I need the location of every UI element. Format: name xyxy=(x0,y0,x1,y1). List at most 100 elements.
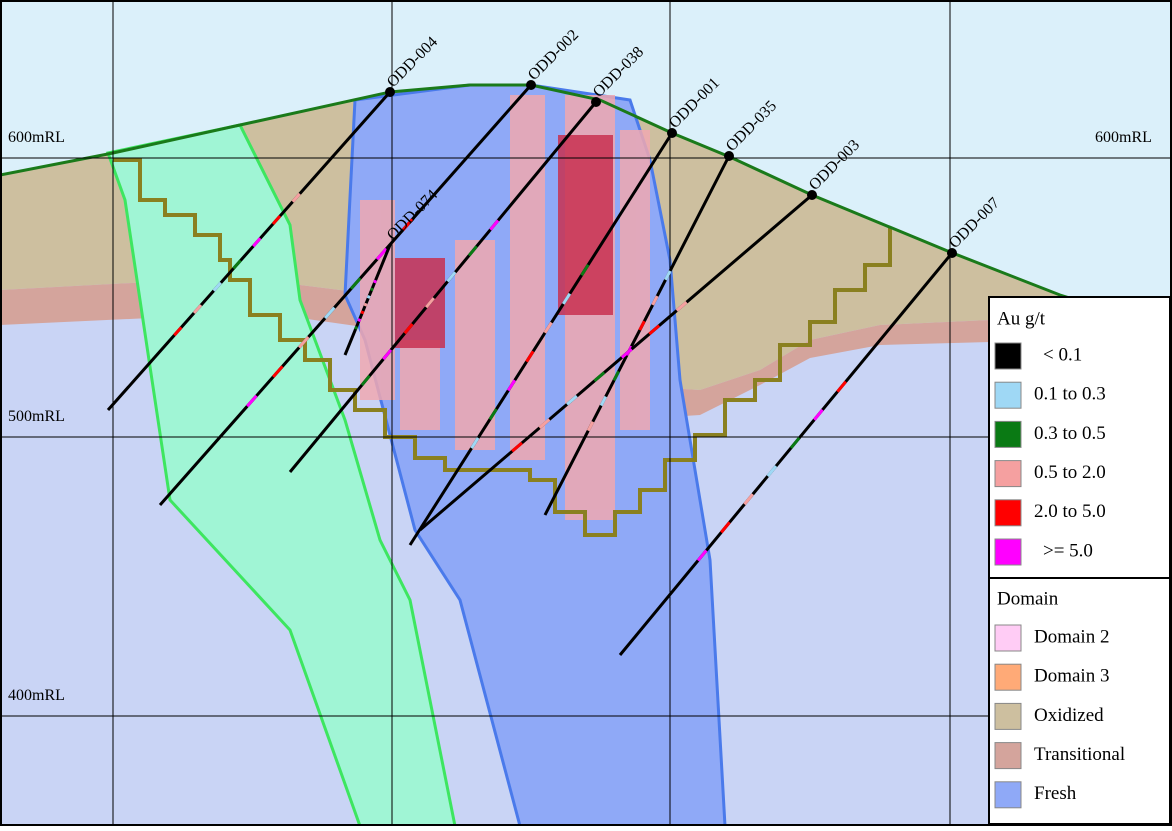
legend-swatch xyxy=(994,624,1022,652)
assay-interval xyxy=(675,301,688,312)
high-grade-block xyxy=(558,135,613,315)
collar xyxy=(667,128,677,138)
legend-swatch xyxy=(994,499,1022,527)
legend-swatch xyxy=(994,460,1022,488)
assay-interval xyxy=(323,306,336,320)
assay-interval xyxy=(511,441,523,453)
legend-swatch xyxy=(994,702,1022,730)
assay-interval xyxy=(212,281,222,292)
assay-interval xyxy=(382,348,393,361)
assay-interval xyxy=(586,420,595,432)
assay-interval xyxy=(354,325,359,330)
assay-interval xyxy=(813,408,824,421)
assay-interval xyxy=(648,324,661,336)
assay-interval xyxy=(467,245,478,257)
assay-interval xyxy=(620,347,633,359)
legend-label: 0.1 to 0.3 xyxy=(1034,384,1106,405)
assay-interval xyxy=(651,295,659,306)
legend-label: >= 5.0 xyxy=(1043,540,1093,561)
drill-trace xyxy=(158,84,533,506)
legend-swatch xyxy=(994,781,1022,809)
drill-trace xyxy=(343,244,392,356)
collar xyxy=(724,151,734,161)
assay-interval xyxy=(272,365,284,378)
assay-interval xyxy=(506,379,517,392)
assay-interval xyxy=(593,371,606,383)
drill-trace xyxy=(543,155,731,516)
legend-label: 2.0 to 5.0 xyxy=(1034,501,1106,522)
legend: Au g/t < 0.1 0.1 to 0.3 0.3 to 0.5 0.5 to 2.… xyxy=(988,296,1171,825)
assay-interval xyxy=(538,418,551,429)
assay-interval xyxy=(580,264,590,276)
legend-label: Oxidized xyxy=(1034,705,1104,726)
drill-trace xyxy=(408,132,674,546)
assay-interval xyxy=(360,374,371,387)
assay-interval xyxy=(246,394,258,408)
assay-interval xyxy=(360,310,365,315)
assay-interval xyxy=(298,336,310,349)
assay-interval xyxy=(369,287,374,292)
assay-interval xyxy=(488,408,498,421)
collar xyxy=(591,97,601,107)
collar xyxy=(947,248,957,258)
collar xyxy=(385,87,395,97)
assay-interval xyxy=(173,326,183,337)
assay-interval xyxy=(612,370,620,382)
assay-interval xyxy=(489,219,500,231)
pit-shell xyxy=(113,158,892,537)
assay-interval xyxy=(720,521,731,534)
assay-interval xyxy=(232,259,242,270)
assay-interval xyxy=(638,320,646,331)
assay-interval xyxy=(403,323,414,335)
elevation-label: 400mRL xyxy=(8,687,65,704)
assay-interval xyxy=(252,237,262,248)
assay-interval xyxy=(470,437,480,449)
domain-green xyxy=(106,123,457,828)
drill-holes xyxy=(106,80,957,656)
assay-interval xyxy=(192,304,203,315)
assay-interval xyxy=(562,292,572,305)
drill-trace xyxy=(618,252,954,656)
legend-swatch xyxy=(994,381,1022,409)
assay-interval xyxy=(525,350,535,363)
sky xyxy=(0,0,1172,330)
legend-label: Transitional xyxy=(1034,744,1125,765)
legend-label: 0.3 to 0.5 xyxy=(1034,423,1106,444)
assay-interval xyxy=(836,380,847,393)
assay-interval xyxy=(599,395,608,407)
legend-swatch xyxy=(994,742,1022,770)
legend-swatch xyxy=(994,663,1022,691)
assay-interval xyxy=(363,302,368,307)
legend-title: Au g/t xyxy=(997,308,1046,329)
assay-interval xyxy=(425,297,435,309)
collar xyxy=(807,190,817,200)
legend-title: Domain xyxy=(997,588,1059,609)
elevation-label: 600mRL xyxy=(1095,129,1152,146)
assay-interval xyxy=(271,215,282,225)
drill-trace xyxy=(288,101,598,473)
assay-interval xyxy=(357,318,362,323)
assay-interval xyxy=(543,321,553,334)
legend-label: Domain 2 xyxy=(1034,626,1109,647)
assay-interval xyxy=(566,394,578,406)
elevation-label: 500mRL xyxy=(8,408,65,425)
drill-trace xyxy=(106,91,392,411)
assay-interval xyxy=(766,465,778,478)
drill-trace xyxy=(419,193,813,532)
legend-swatch xyxy=(994,342,1022,370)
assay-interval xyxy=(373,279,377,284)
legend-swatch xyxy=(994,420,1022,448)
assay-interval xyxy=(743,493,754,506)
legend-label: < 0.1 xyxy=(1043,344,1082,365)
legend-label: 0.5 to 2.0 xyxy=(1034,462,1106,483)
assay-interval xyxy=(446,271,457,283)
legend-label: Domain 3 xyxy=(1034,666,1109,687)
elevation-label: 600mRL xyxy=(8,129,65,146)
legend-label: Fresh xyxy=(1034,783,1077,804)
assay-interval xyxy=(291,192,301,203)
assay-interval xyxy=(349,277,362,290)
assay-interval xyxy=(375,247,388,261)
assay-interval xyxy=(664,270,672,281)
